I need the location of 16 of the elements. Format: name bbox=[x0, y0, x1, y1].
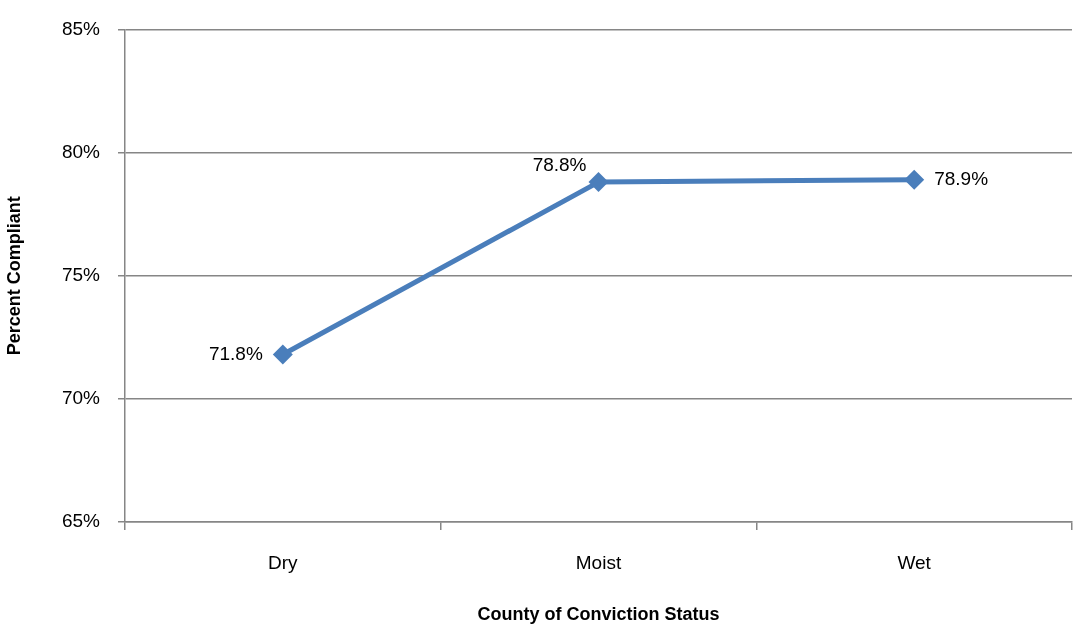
data-label: 78.8% bbox=[532, 154, 587, 176]
y-tick-label: 80% bbox=[61, 140, 101, 162]
x-axis-title: County of Conviction Status bbox=[477, 604, 720, 625]
y-tick-label: 85% bbox=[61, 17, 101, 39]
data-label: 78.9% bbox=[934, 167, 989, 189]
y-tick-label: 70% bbox=[61, 387, 101, 409]
x-tick-label: Dry bbox=[268, 551, 299, 573]
point bbox=[588, 172, 609, 193]
x-tick-label: Moist bbox=[575, 551, 622, 573]
y-tick-label: 75% bbox=[61, 263, 101, 285]
y-axis-title: Percent Compliant bbox=[3, 196, 24, 356]
point bbox=[904, 169, 925, 190]
point bbox=[272, 344, 293, 365]
x-tick-label: Wet bbox=[897, 551, 932, 573]
data-label: 71.8% bbox=[208, 342, 263, 364]
y-tick-label: 65% bbox=[61, 510, 101, 532]
